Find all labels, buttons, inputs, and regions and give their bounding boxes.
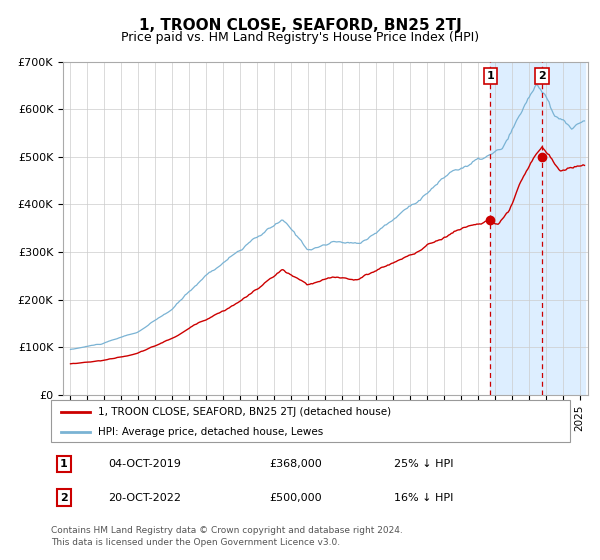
Text: 1: 1 <box>60 459 68 469</box>
Text: 1, TROON CLOSE, SEAFORD, BN25 2TJ (detached house): 1, TROON CLOSE, SEAFORD, BN25 2TJ (detac… <box>98 407 391 417</box>
Text: 2: 2 <box>538 71 546 81</box>
Text: Contains HM Land Registry data © Crown copyright and database right 2024.: Contains HM Land Registry data © Crown c… <box>51 526 403 535</box>
Text: £368,000: £368,000 <box>269 459 322 469</box>
Bar <box>490 62 584 395</box>
FancyBboxPatch shape <box>51 400 570 442</box>
Text: 16% ↓ HPI: 16% ↓ HPI <box>394 492 453 502</box>
Text: 1: 1 <box>487 71 494 81</box>
Text: 2: 2 <box>60 492 68 502</box>
Text: This data is licensed under the Open Government Licence v3.0.: This data is licensed under the Open Gov… <box>51 538 340 547</box>
Text: Price paid vs. HM Land Registry's House Price Index (HPI): Price paid vs. HM Land Registry's House … <box>121 31 479 44</box>
Text: 20-OCT-2022: 20-OCT-2022 <box>108 492 181 502</box>
Text: HPI: Average price, detached house, Lewes: HPI: Average price, detached house, Lewe… <box>98 427 323 437</box>
Text: 25% ↓ HPI: 25% ↓ HPI <box>394 459 453 469</box>
Text: 04-OCT-2019: 04-OCT-2019 <box>108 459 181 469</box>
Text: 1, TROON CLOSE, SEAFORD, BN25 2TJ: 1, TROON CLOSE, SEAFORD, BN25 2TJ <box>139 18 461 33</box>
Text: £500,000: £500,000 <box>269 492 322 502</box>
